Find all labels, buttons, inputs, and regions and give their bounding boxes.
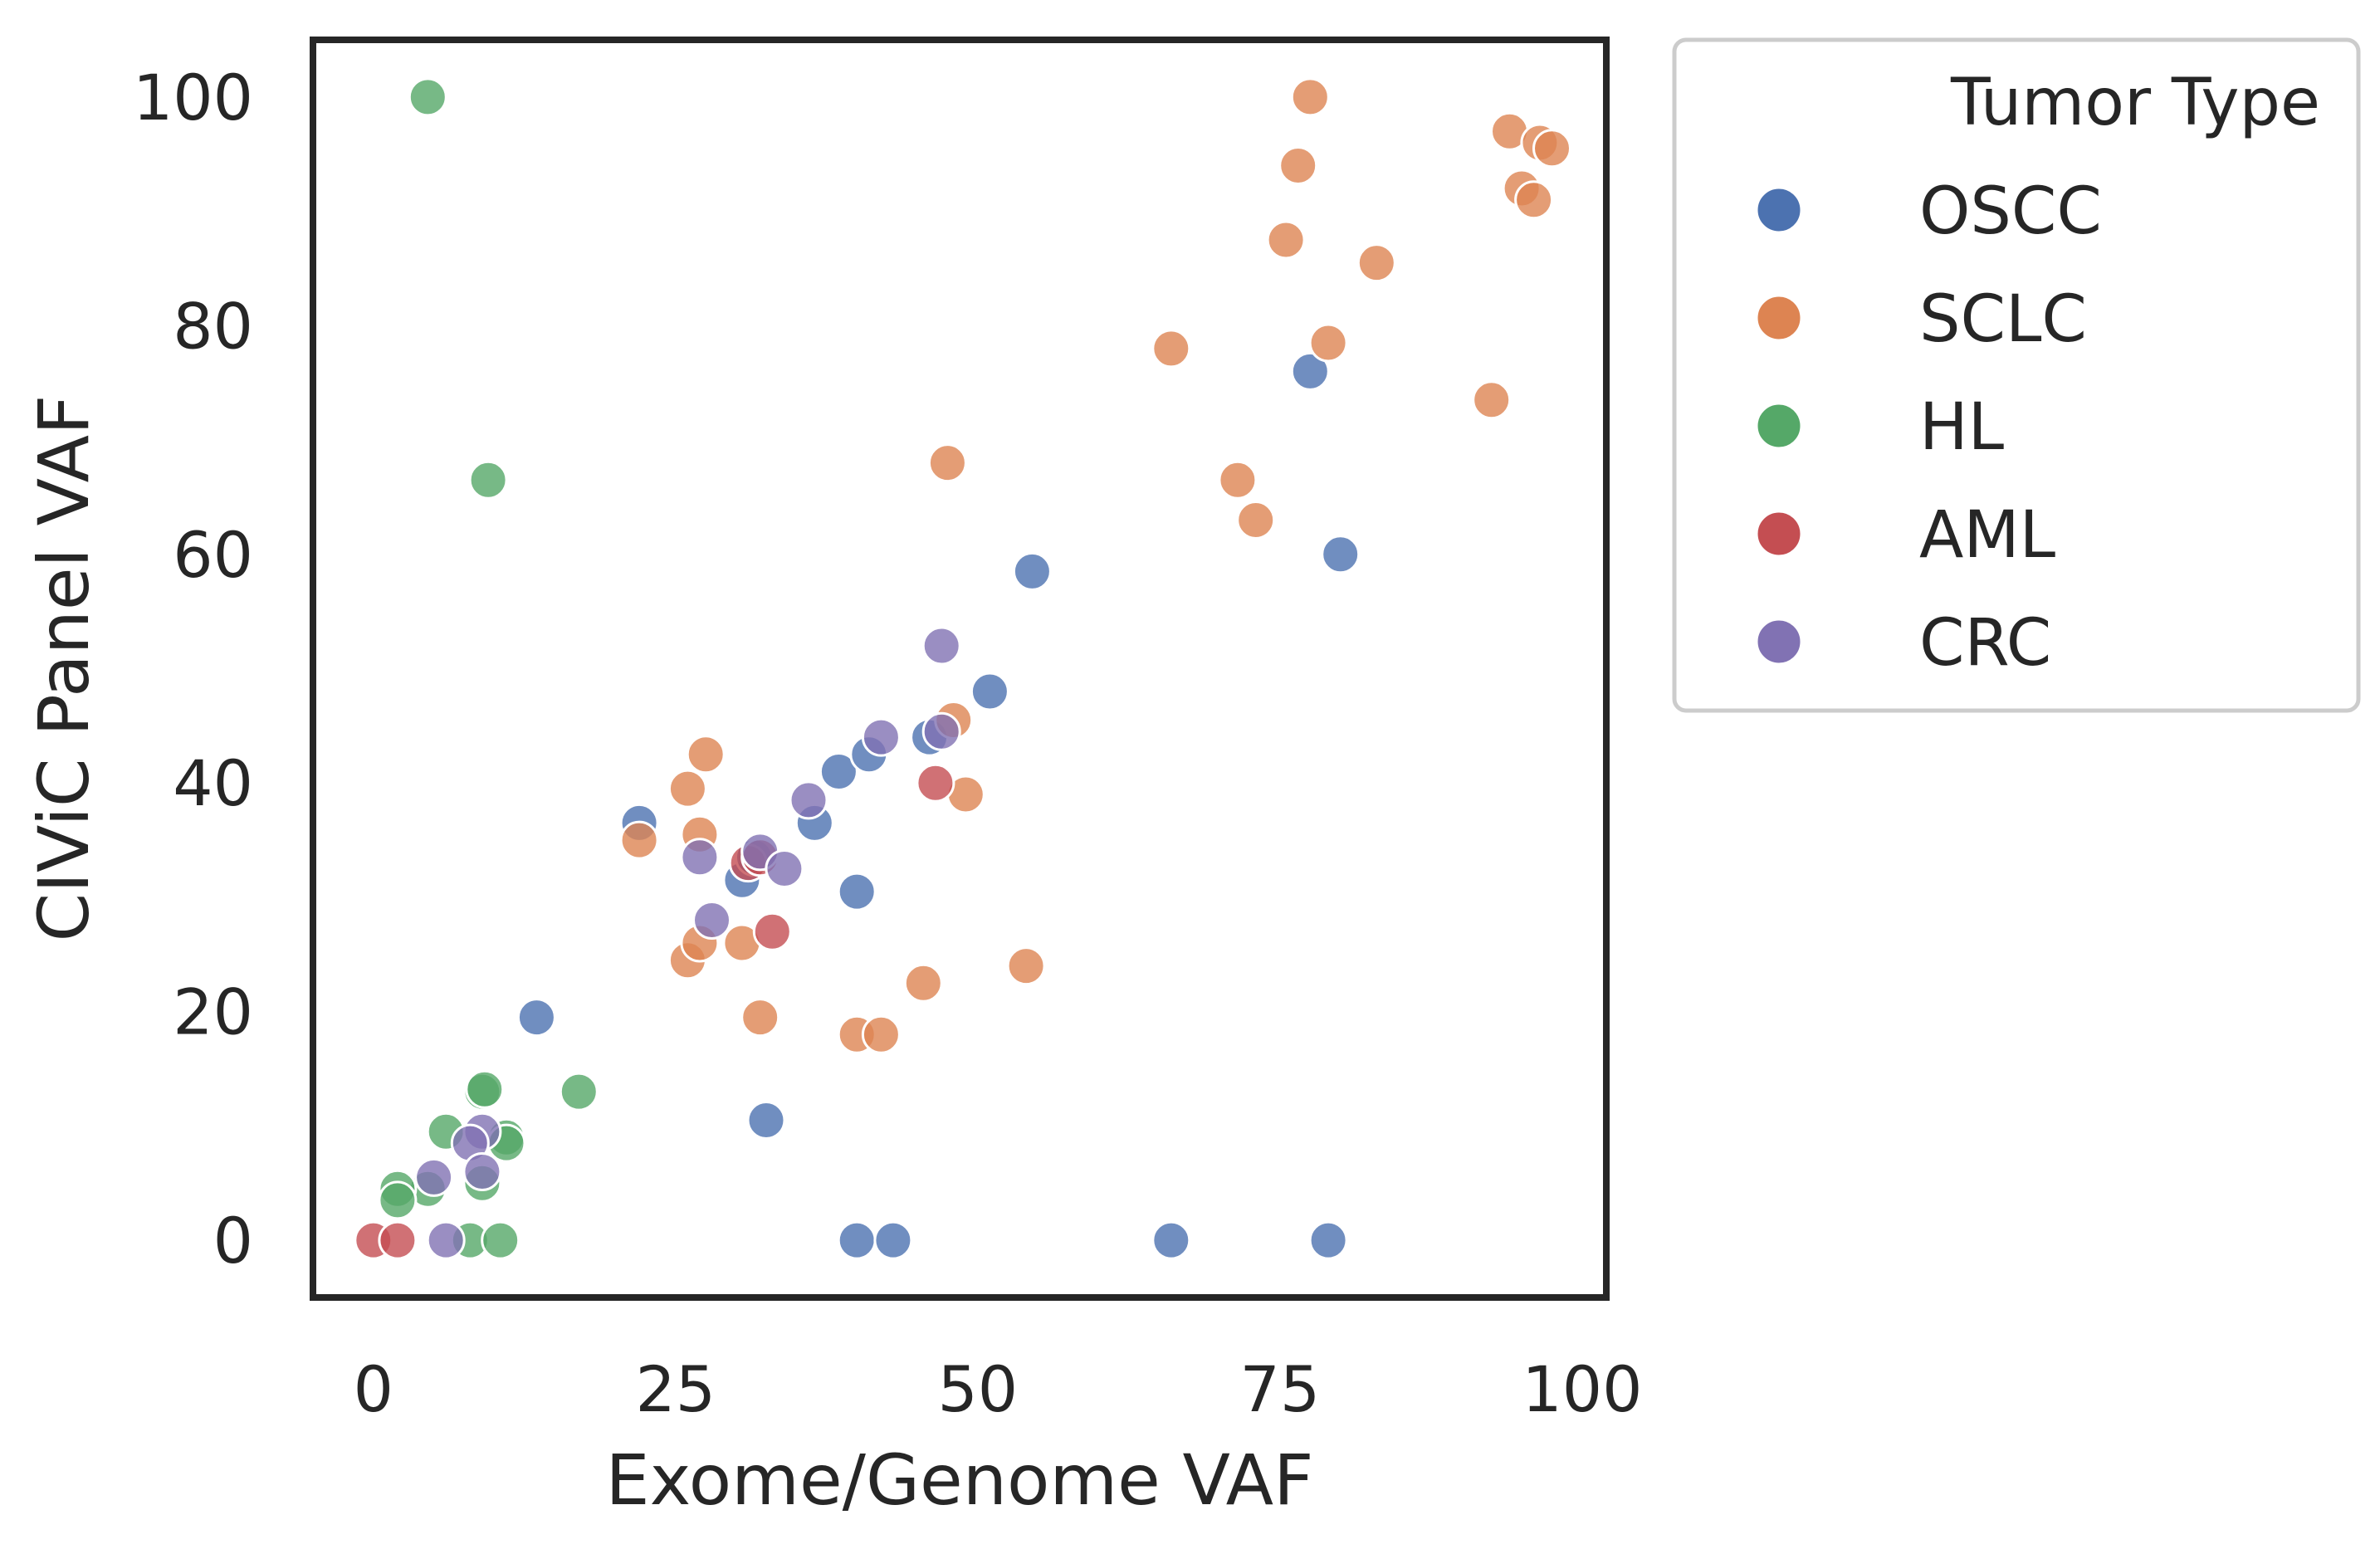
point-oscc [970,672,1009,711]
point-hl [481,1220,520,1260]
point-oscc [873,1220,913,1260]
point-sclc [1472,380,1512,420]
point-sclc [1006,946,1046,986]
point-oscc [1151,1220,1191,1260]
point-oscc [837,1220,877,1260]
y-tick-label: 100 [133,61,253,134]
point-oscc [1290,351,1330,391]
point-sclc [1236,501,1276,540]
point-sclc [1278,146,1318,185]
point-sclc [1532,129,1571,169]
x-tick-label: 75 [1240,1352,1321,1426]
legend-marker-crc [1755,618,1803,666]
point-sclc [1151,329,1191,369]
point-crc [921,626,961,666]
point-oscc [819,752,858,791]
point-sclc [903,963,943,1003]
y-axis-ticks: 0 20 40 60 80 100 [133,61,253,1278]
point-oscc [1012,551,1052,591]
x-tick-label: 25 [635,1352,716,1426]
point-sclc [1514,180,1554,220]
point-sclc [667,769,707,809]
x-axis-label: Exome/Genome VAF [606,1439,1314,1521]
legend-title: Tumor Type [1950,66,2320,140]
point-aml [752,911,792,951]
point-hl [559,1072,599,1112]
legend-label-hl: HL [1919,390,2005,465]
legend-marker-oscc [1755,186,1803,234]
point-crc [789,780,828,820]
y-axis-label: CIViC Panel VAF [23,395,105,942]
point-sclc [686,735,726,774]
point-crc [765,849,804,888]
point-aml [916,763,955,803]
point-crc [680,838,720,877]
point-crc [861,717,901,757]
y-tick-label: 0 [213,1204,253,1278]
point-sclc [1290,77,1330,117]
point-crc [426,1220,466,1260]
legend-marker-aml [1755,510,1803,558]
point-sclc [1356,243,1396,283]
point-sclc [1266,220,1306,260]
x-tick-label: 50 [937,1352,1018,1426]
plot-frame [310,37,1610,1301]
point-crc [414,1157,454,1197]
y-tick-label: 80 [173,289,253,363]
point-crc [462,1152,502,1191]
y-tick-label: 20 [173,975,253,1049]
legend-label-crc: CRC [1919,606,2051,681]
point-hl [468,460,508,500]
legend: Tumor Type OSCC SCLC HL AML CRC [1672,37,2361,713]
point-sclc [861,1014,901,1054]
legend-label-oscc: OSCC [1919,174,2102,249]
legend-marker-hl [1755,402,1803,450]
point-oscc [746,1101,786,1140]
point-hl [408,77,447,117]
points-layer [354,77,1571,1260]
legend-label-aml: AML [1919,498,2056,573]
point-sclc [927,443,967,483]
point-sclc [1308,323,1348,363]
legend-box [1672,37,2361,713]
point-aml [378,1220,418,1260]
point-oscc [516,998,556,1038]
point-oscc [1308,1220,1348,1260]
point-sclc [619,820,659,860]
point-hl [378,1180,418,1220]
point-crc [692,901,731,940]
point-hl [465,1069,505,1109]
x-tick-label: 100 [1522,1352,1642,1426]
point-sclc [740,998,780,1038]
point-sclc [1218,460,1258,500]
point-crc [921,711,961,751]
legend-items: OSCC SCLC HL AML CRC [1755,174,2102,681]
legend-label-sclc: SCLC [1919,282,2087,357]
x-tick-label: 0 [354,1352,393,1426]
y-tick-label: 40 [173,746,253,820]
point-oscc [1321,535,1361,574]
point-oscc [837,872,877,911]
y-tick-label: 60 [173,518,253,592]
legend-marker-sclc [1755,294,1803,342]
x-axis-ticks: 0 25 50 75 100 [354,1352,1643,1426]
